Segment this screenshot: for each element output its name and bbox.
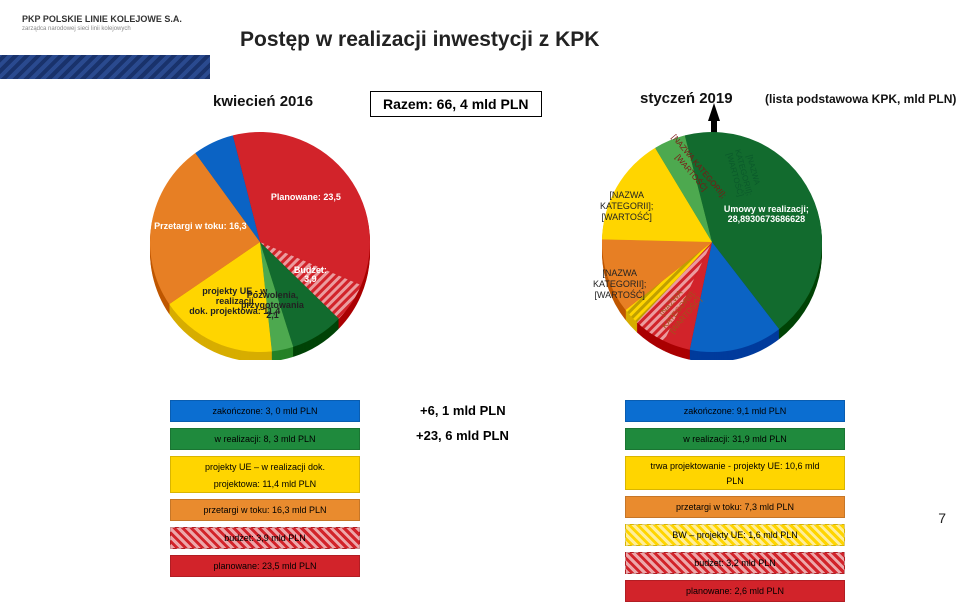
logo-sub: zarządca narodowej sieci linii kolejowyc… xyxy=(22,26,182,32)
label-subtitle: (lista podstawowa KPK, mld PLN) xyxy=(765,92,956,106)
legend-right: zakończone: 9,1 mld PLN w realizacji: 31,… xyxy=(625,400,845,608)
legend-item: planowane: 23,5 mld PLN xyxy=(170,555,360,577)
legend-item: w realizacji: 31,9 mld PLN xyxy=(625,428,845,450)
pie-slice-label: Przetargi w toku: 16,3 xyxy=(150,222,250,232)
page-number: 7 xyxy=(938,510,946,526)
page-title: Postęp w realizacji inwestycji z KPK xyxy=(240,28,599,52)
legend-item: planowane: 2,6 mld PLN xyxy=(625,580,845,602)
legend-item: przetargi w toku: 16,3 mld PLN xyxy=(170,499,360,521)
legend-item: zakończone: 3, 0 mld PLN xyxy=(170,400,360,422)
delta-2: +23, 6 mld PLN xyxy=(416,428,509,443)
total-box: Razem: 66, 4 mld PLN xyxy=(370,91,542,117)
legend-item: BW – projekty UE: 1,6 mld PLN xyxy=(625,524,845,546)
header: PKP POLSKIE LINIE KOLEJOWE S.A. zarządca… xyxy=(0,0,960,70)
legend-item: trwa projektowanie - projekty UE: 10,6 m… xyxy=(625,456,845,490)
logo: PKP POLSKIE LINIE KOLEJOWE S.A. zarządca… xyxy=(22,14,182,32)
pie-slice-label: Planowane: 23,5 xyxy=(256,193,356,203)
label-april-2016: kwiecień 2016 xyxy=(213,93,313,110)
pie-callout: [NAZWAKATEGORII];[WARTOŚĆ] xyxy=(593,268,646,300)
legend-item: budżet: 3,9 mld PLN xyxy=(170,527,360,549)
legend-item: przetargi w toku: 7,3 mld PLN xyxy=(625,496,845,518)
legend-left: zakończone: 3, 0 mld PLN w realizacji: 8,… xyxy=(170,400,360,583)
legend-item: w realizacji: 8, 3 mld PLN xyxy=(170,428,360,450)
legend-item: zakończone: 9,1 mld PLN xyxy=(625,400,845,422)
logo-main: PKP POLSKIE LINIE KOLEJOWE S.A. xyxy=(22,14,182,24)
legend-item: projekty UE – w realizacji dok.projektow… xyxy=(170,456,360,493)
legend-item: budżet: 3,2 mld PLN xyxy=(625,552,845,574)
pie-slice-label: projekty UE - w realizacjidok. projektow… xyxy=(185,287,285,317)
pie-chart-2016 xyxy=(145,130,375,360)
delta-1: +6, 1 mld PLN xyxy=(420,403,506,418)
pie-chart-2019 xyxy=(597,130,827,360)
header-stripe xyxy=(0,55,210,79)
pie-slice-label: Umowy w realizacji;28,8930673686628 xyxy=(716,205,816,225)
pie-callout: [NAZWAKATEGORII];[WARTOŚĆ] xyxy=(600,190,653,222)
pie-slice-label: Budżet:3,9 xyxy=(260,266,360,286)
